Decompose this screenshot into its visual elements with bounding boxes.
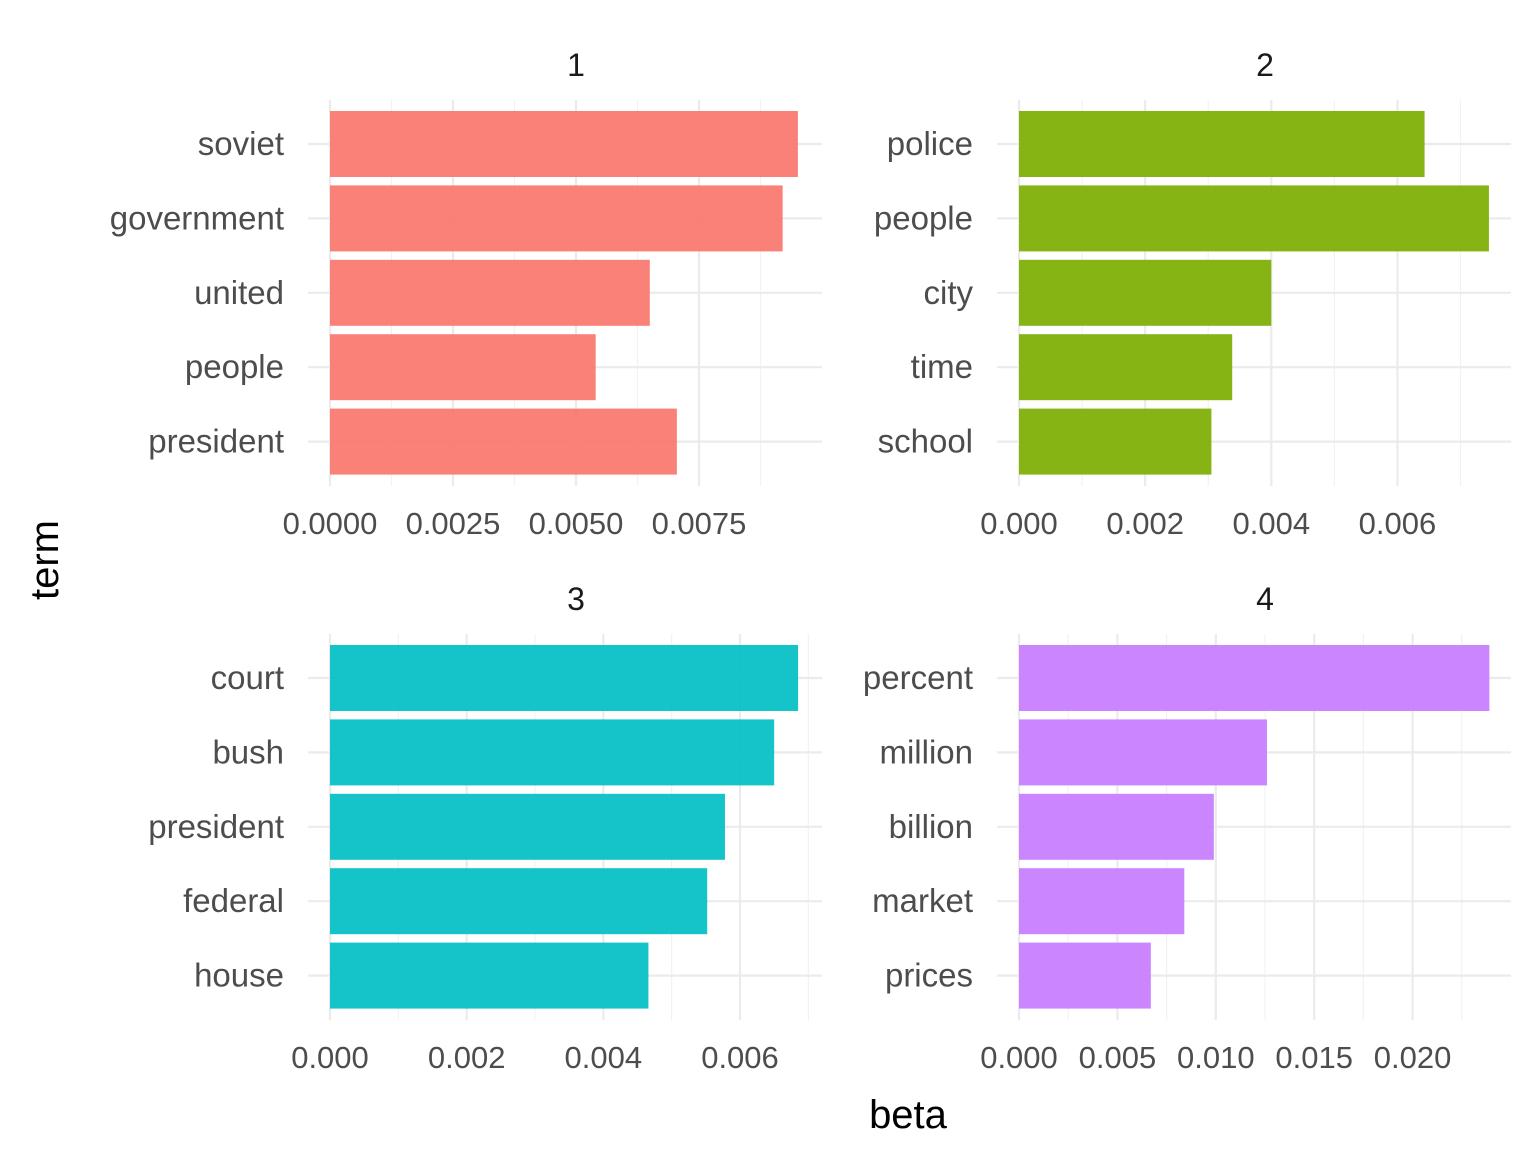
bar-house <box>330 942 649 1009</box>
facet-strip-label: 4 <box>1256 581 1274 617</box>
x-tick-label: 0.000 <box>980 506 1058 541</box>
bar-united <box>330 259 650 326</box>
facet-panel-4: 0.000 0.005 0.010 0.015 0.020 percent million b… <box>863 581 1511 1075</box>
x-tick-label: 0.006 <box>701 1040 779 1075</box>
bar-million <box>1019 719 1267 786</box>
y-tick-label: federal <box>183 882 284 919</box>
y-tick-label: billion <box>889 808 973 845</box>
x-tick-label: 0.000 <box>980 1040 1058 1075</box>
bar-court <box>330 645 799 711</box>
x-tick-label: 0.0000 <box>283 506 378 541</box>
bar-police <box>1019 111 1425 177</box>
x-tick-label: 0.006 <box>1359 506 1437 541</box>
bar-people <box>330 334 596 401</box>
x-tick-label: 0.004 <box>1233 506 1311 541</box>
x-tick-label: 0.0075 <box>652 506 747 541</box>
facet-strip-label: 3 <box>567 581 585 617</box>
x-tick-label: 0.0050 <box>529 506 624 541</box>
facet-panels: 0.0000 0.0025 0.0050 0.0075 soviet government… <box>110 47 1511 1075</box>
y-tick-label: president <box>148 423 284 460</box>
bar-prices <box>1019 942 1151 1009</box>
bar-bush <box>330 719 775 786</box>
y-tick-label: school <box>878 423 973 460</box>
y-tick-label: house <box>194 957 284 994</box>
bar-city <box>1019 259 1272 326</box>
y-tick-label: prices <box>885 957 973 994</box>
x-axis-title: beta <box>869 1093 948 1137</box>
y-tick-label: united <box>194 274 284 311</box>
y-tick-label: president <box>148 808 284 845</box>
bar-president <box>330 408 677 475</box>
bar-market <box>1019 868 1185 935</box>
bar-federal <box>330 868 708 935</box>
y-tick-label: court <box>211 659 284 696</box>
x-tick-label: 0.004 <box>565 1040 643 1075</box>
facet-panel-1: 0.0000 0.0025 0.0050 0.0075 soviet government… <box>110 47 822 541</box>
y-tick-label: government <box>110 199 284 236</box>
bar-people <box>1019 185 1489 252</box>
x-tick-label: 0.005 <box>1079 1040 1157 1075</box>
x-tick-label: 0.0025 <box>406 506 501 541</box>
x-tick-label: 0.015 <box>1275 1040 1353 1075</box>
y-tick-label: police <box>887 125 973 162</box>
bar-president <box>330 793 725 860</box>
bar-time <box>1019 334 1233 401</box>
y-tick-label: million <box>879 733 973 770</box>
y-axis-title: term <box>23 520 67 600</box>
facet-panel-2: 0.000 0.002 0.004 0.006 police people city time… <box>874 47 1511 541</box>
bar-school <box>1019 408 1212 475</box>
facet-strip-label: 1 <box>567 47 585 83</box>
x-tick-label: 0.010 <box>1177 1040 1255 1075</box>
facet-panel-3: 0.000 0.002 0.004 0.006 court bush president fe… <box>148 581 822 1075</box>
y-tick-label: bush <box>212 733 284 770</box>
bar-billion <box>1019 793 1214 860</box>
y-tick-label: city <box>924 274 974 311</box>
y-tick-label: percent <box>863 659 973 696</box>
y-tick-label: market <box>872 882 973 919</box>
x-tick-label: 0.000 <box>291 1040 369 1075</box>
bar-percent <box>1019 645 1490 711</box>
bar-soviet <box>330 111 798 177</box>
facet-strip-label: 2 <box>1256 47 1274 83</box>
y-tick-label: soviet <box>198 125 284 162</box>
x-tick-label: 0.020 <box>1374 1040 1452 1075</box>
bar-government <box>330 185 783 252</box>
x-tick-label: 0.002 <box>1106 506 1184 541</box>
x-tick-label: 0.002 <box>428 1040 506 1075</box>
y-tick-label: people <box>185 348 284 385</box>
y-tick-label: time <box>911 348 973 385</box>
y-tick-label: people <box>874 199 973 236</box>
